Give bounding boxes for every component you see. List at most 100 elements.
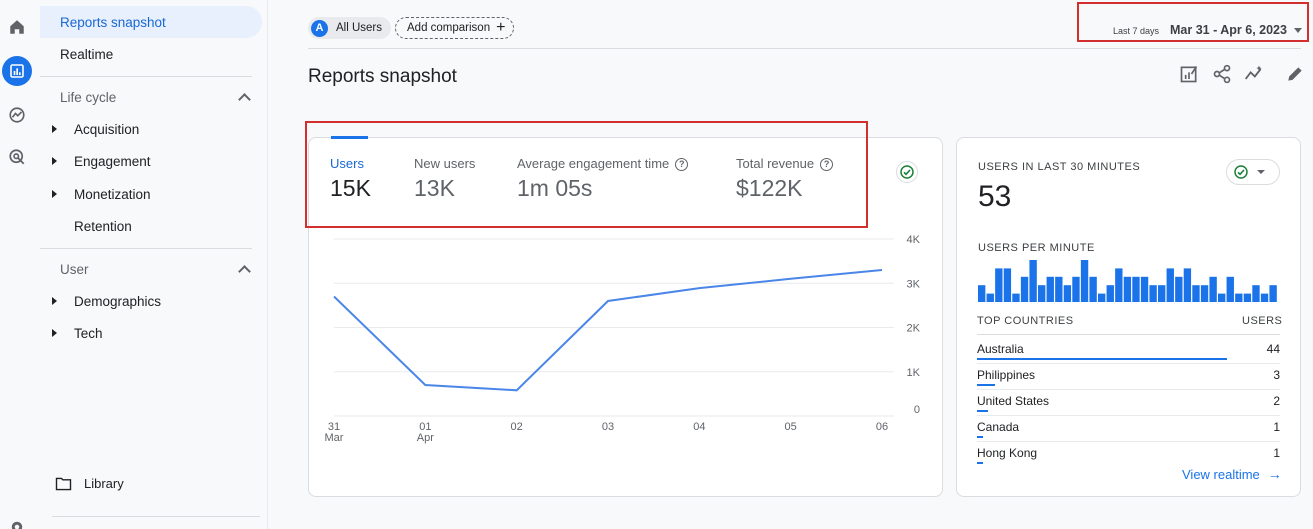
expand-triangle-icon bbox=[52, 157, 57, 165]
metrics-highlight-box bbox=[305, 121, 868, 228]
nav-reports-snapshot[interactable]: Reports snapshot bbox=[40, 6, 262, 38]
per-minute-bar bbox=[1038, 285, 1046, 302]
lifecycle-section-title[interactable]: Life cycle bbox=[60, 90, 117, 105]
country-row: Hong Kong 1 bbox=[977, 442, 1280, 468]
user-section-title[interactable]: User bbox=[60, 262, 89, 277]
date-preset-label: Last 7 days bbox=[1113, 26, 1160, 36]
user-collapse-icon[interactable] bbox=[238, 265, 251, 278]
country-users: 44 bbox=[1266, 342, 1280, 356]
country-users: 1 bbox=[1273, 420, 1280, 434]
caret-down-icon bbox=[1257, 170, 1265, 174]
per-minute-bar bbox=[1192, 285, 1200, 302]
folder-icon bbox=[55, 477, 72, 490]
app-rail bbox=[0, 0, 40, 529]
nav-acquisition[interactable]: Acquisition bbox=[40, 113, 260, 145]
nav-retention[interactable]: Retention bbox=[40, 210, 260, 242]
nav-demographics-label: Demographics bbox=[74, 293, 162, 309]
per-minute-bar bbox=[1089, 276, 1097, 302]
help-icon[interactable]: ? bbox=[820, 158, 834, 171]
data-quality-check-icon[interactable] bbox=[896, 161, 918, 183]
add-comparison-button[interactable]: Add comparison + bbox=[395, 17, 515, 39]
per-minute-bar bbox=[1063, 285, 1072, 302]
overview-card bbox=[308, 137, 943, 497]
per-minute-bar bbox=[1020, 276, 1029, 302]
country-share-bar bbox=[977, 410, 989, 412]
per-minute-bar bbox=[1072, 276, 1080, 302]
x-tick-sublabel: Apr bbox=[417, 432, 434, 444]
per-minute-bar bbox=[1098, 293, 1106, 302]
selected-metric-indicator bbox=[331, 136, 368, 139]
nav-reports-snapshot-label: Reports snapshot bbox=[60, 14, 166, 30]
nav-realtime[interactable]: Realtime bbox=[40, 38, 113, 70]
customize-report-icon[interactable] bbox=[1179, 64, 1199, 84]
per-minute-bar bbox=[978, 285, 986, 302]
y-tick-label: 1K bbox=[907, 367, 921, 379]
y-tick-label: 4K bbox=[907, 234, 921, 246]
nav-divider bbox=[40, 248, 252, 249]
nav-library-label: Library bbox=[84, 476, 124, 491]
realtime-quality-dropdown[interactable] bbox=[1226, 159, 1280, 185]
nav-demographics[interactable]: Demographics bbox=[40, 285, 260, 317]
per-minute-bar bbox=[1269, 285, 1277, 302]
per-minute-bar bbox=[1158, 285, 1166, 302]
metric-value-new-users: 13K bbox=[414, 175, 455, 201]
caret-down-icon[interactable] bbox=[1294, 28, 1302, 33]
metric-tab-users[interactable]: Users bbox=[330, 156, 364, 171]
per-minute-bar bbox=[1226, 276, 1234, 302]
help-icon[interactable]: ? bbox=[675, 158, 689, 171]
home-icon[interactable] bbox=[2, 12, 32, 42]
per-minute-bar bbox=[1175, 276, 1183, 302]
page-title: Reports snapshot bbox=[308, 66, 457, 87]
x-tick-label: 31 bbox=[328, 421, 340, 433]
nav-divider bbox=[52, 516, 260, 517]
country-name: Australia bbox=[977, 342, 1024, 356]
metric-tab-engagement-time[interactable]: Average engagement time? bbox=[517, 156, 689, 171]
x-tick-sublabel: Mar bbox=[325, 432, 344, 444]
reports-icon[interactable] bbox=[2, 56, 32, 86]
expand-triangle-icon bbox=[52, 125, 57, 133]
per-minute-bar bbox=[1029, 260, 1037, 302]
settings-gear-icon[interactable] bbox=[2, 512, 32, 529]
advertising-icon[interactable] bbox=[2, 142, 32, 172]
expand-triangle-icon bbox=[52, 329, 57, 337]
per-minute-bar bbox=[1080, 260, 1089, 302]
explore-icon[interactable] bbox=[2, 100, 32, 130]
per-minute-bar bbox=[1166, 268, 1174, 302]
metric-tab-new-users[interactable]: New users bbox=[414, 156, 476, 171]
nav-engagement[interactable]: Engagement bbox=[40, 145, 260, 177]
per-minute-bar bbox=[986, 293, 994, 302]
insights-icon[interactable] bbox=[1244, 64, 1264, 84]
segment-chip[interactable]: A All Users bbox=[308, 17, 392, 39]
y-tick-label: 3K bbox=[907, 278, 921, 290]
view-realtime-link[interactable]: View realtime → bbox=[1182, 466, 1282, 482]
country-row: Canada 1 bbox=[977, 416, 1280, 442]
nav-library[interactable]: Library bbox=[55, 476, 124, 491]
country-name: Hong Kong bbox=[977, 446, 1038, 460]
nav-monetization-label: Monetization bbox=[74, 186, 151, 202]
x-tick-label: 04 bbox=[693, 421, 705, 433]
metric-value-engagement-time: 1m 05s bbox=[517, 175, 593, 201]
nav-realtime-label: Realtime bbox=[60, 46, 114, 62]
metric-tab-total-revenue[interactable]: Total revenue? bbox=[736, 156, 834, 171]
country-row: United States 2 bbox=[977, 390, 1280, 416]
expand-triangle-icon bbox=[52, 190, 57, 198]
per-minute-bar bbox=[1003, 268, 1012, 302]
date-range-picker[interactable]: Mar 31 - Apr 6, 2023 bbox=[1170, 23, 1287, 37]
per-minute-bar bbox=[1106, 285, 1114, 302]
plus-icon: + bbox=[496, 19, 506, 36]
edit-pencil-icon[interactable] bbox=[1285, 64, 1305, 84]
nav-monetization[interactable]: Monetization bbox=[40, 178, 260, 210]
per-minute-bar bbox=[1123, 276, 1132, 302]
row-divider bbox=[977, 415, 1280, 416]
y-tick-label: 0 bbox=[914, 404, 920, 416]
share-icon[interactable] bbox=[1212, 64, 1232, 84]
top-countries-caption: TOP COUNTRIES bbox=[977, 315, 1074, 327]
country-share-bar bbox=[977, 384, 995, 386]
lifecycle-collapse-icon[interactable] bbox=[238, 93, 251, 106]
row-divider bbox=[977, 441, 1280, 442]
row-divider bbox=[977, 363, 1280, 364]
segment-label: All Users bbox=[336, 22, 383, 34]
nav-tech[interactable]: Tech bbox=[40, 317, 260, 349]
view-realtime-label: View realtime bbox=[1182, 466, 1260, 482]
